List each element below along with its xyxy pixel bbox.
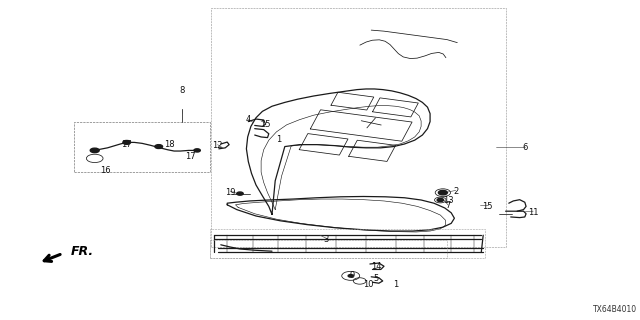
Text: 5: 5 <box>374 274 379 283</box>
Circle shape <box>155 145 163 148</box>
Text: 1: 1 <box>276 135 281 144</box>
Text: 2: 2 <box>453 188 458 196</box>
Circle shape <box>194 149 200 152</box>
Text: 1: 1 <box>393 280 398 289</box>
Text: 10: 10 <box>363 280 373 289</box>
Text: 11: 11 <box>528 208 538 217</box>
Text: 4: 4 <box>246 115 251 124</box>
Text: 18: 18 <box>164 140 175 149</box>
Text: 8: 8 <box>180 86 185 95</box>
Text: FR.: FR. <box>70 245 93 258</box>
Circle shape <box>437 198 444 202</box>
Circle shape <box>348 275 353 277</box>
Text: 14: 14 <box>371 262 381 271</box>
Circle shape <box>237 192 243 195</box>
Text: 15: 15 <box>260 120 271 129</box>
Text: 17: 17 <box>122 140 132 149</box>
Text: 17: 17 <box>186 152 196 161</box>
Text: 12: 12 <box>212 141 223 150</box>
Circle shape <box>90 148 99 153</box>
Text: 16: 16 <box>100 166 111 175</box>
Text: 15: 15 <box>483 202 493 211</box>
Circle shape <box>123 140 131 144</box>
Circle shape <box>438 190 447 195</box>
Text: 19: 19 <box>225 188 236 197</box>
Text: 3: 3 <box>324 235 329 244</box>
Text: TX64B4010: TX64B4010 <box>593 305 637 314</box>
Text: 13: 13 <box>443 196 453 204</box>
Text: 6: 6 <box>522 143 527 152</box>
Text: 7: 7 <box>445 201 451 210</box>
Text: 9: 9 <box>349 271 355 280</box>
